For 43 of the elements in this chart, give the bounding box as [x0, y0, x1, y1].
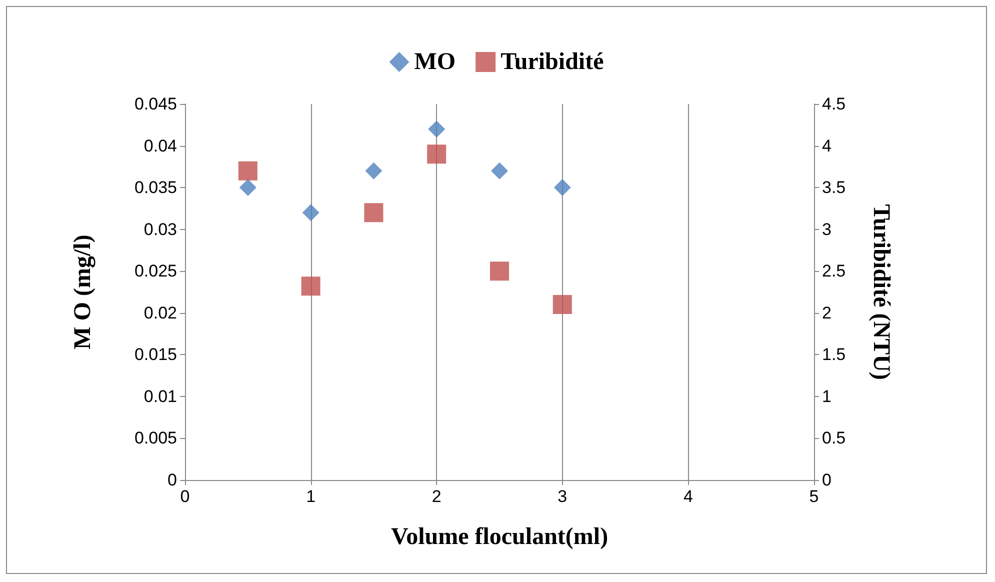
- point: [301, 276, 320, 296]
- x-tick-label: 1: [306, 487, 316, 506]
- y-tick-label: 0.035: [134, 178, 177, 198]
- point: [364, 203, 384, 222]
- y2-tick-label: 3.5: [822, 178, 846, 198]
- x-tick-label: 4: [683, 487, 693, 506]
- y2-tick-label: 1: [822, 386, 832, 406]
- point: [490, 262, 509, 281]
- x-tick-label: 5: [809, 487, 819, 506]
- y-tick-label: 0.045: [134, 94, 177, 114]
- y-tick-label: 0.04: [144, 136, 177, 156]
- x-tick-label: 2: [432, 487, 442, 506]
- legend-label: Turibidité: [500, 49, 604, 75]
- x-tick-label: 3: [558, 487, 568, 506]
- legend-label: MO: [414, 49, 456, 75]
- y2-tick-label: 0: [822, 470, 832, 490]
- point: [365, 162, 382, 180]
- y-tick-label: 0.015: [134, 345, 177, 364]
- y-tick-label: 0.01: [144, 386, 177, 406]
- y2-tick-label: 2.5: [822, 262, 846, 281]
- point: [239, 179, 256, 196]
- x-axis-title: Volume floculant(ml): [390, 524, 608, 550]
- y2-tick-label: 4.5: [822, 94, 846, 114]
- y-tick-label: 0: [168, 470, 177, 490]
- y2-tick-label: 3: [822, 220, 832, 239]
- y-tick-label: 0.005: [134, 428, 177, 448]
- y-tick-label: 0.025: [134, 262, 177, 281]
- y2-axis-title: Turibidité (NTU): [868, 204, 894, 380]
- x-tick-label: 0: [180, 487, 190, 506]
- y2-tick-label: 4: [822, 136, 832, 156]
- point: [552, 295, 572, 314]
- y-tick-label: 0.02: [144, 303, 177, 322]
- y2-tick-label: 2: [822, 303, 832, 322]
- point: [238, 161, 258, 180]
- point: [302, 204, 320, 222]
- y-tick-label: 0.03: [144, 220, 177, 239]
- y2-tick-label: 1.5: [822, 345, 846, 364]
- point: [428, 120, 446, 138]
- y-axis-title: M O (mg/l): [70, 234, 96, 350]
- y2-tick-label: 0.5: [822, 428, 846, 448]
- point: [554, 179, 571, 196]
- point: [427, 144, 446, 164]
- point: [491, 162, 508, 180]
